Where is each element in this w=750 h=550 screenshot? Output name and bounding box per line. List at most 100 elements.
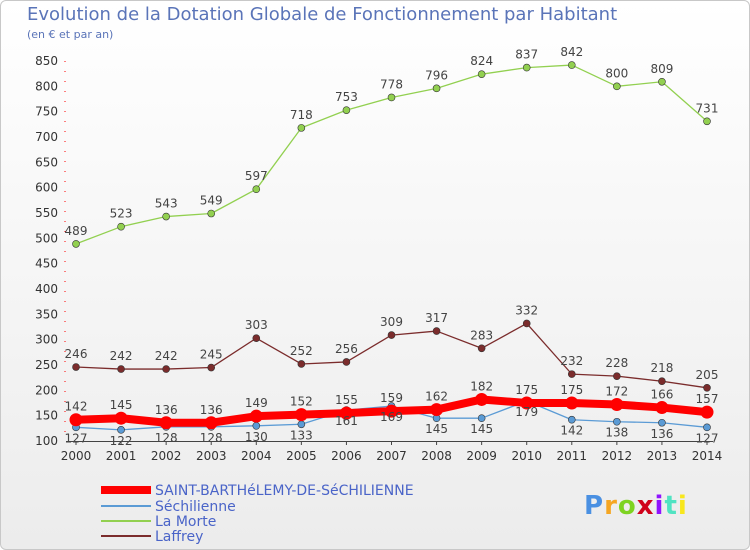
x-tick-label: 2012 [602, 449, 633, 463]
data-label: 169 [380, 410, 403, 424]
x-tick-label: 2001 [106, 449, 137, 463]
data-label: 303 [245, 318, 268, 332]
data-label: 489 [65, 224, 88, 238]
data-point [117, 426, 125, 434]
data-point [117, 365, 125, 373]
data-point [703, 383, 711, 392]
y-tick-label: 350 [35, 307, 58, 321]
data-label: 133 [290, 428, 313, 442]
data-label: 796 [425, 68, 448, 82]
y-tick-label: 200 [35, 383, 58, 397]
data-label: 718 [290, 108, 313, 122]
y-tick-label: 300 [35, 333, 58, 347]
data-label: 309 [380, 315, 403, 329]
data-point [522, 63, 531, 72]
data-point [342, 358, 351, 366]
data-point [117, 222, 125, 231]
data-point [475, 392, 489, 406]
data-point [430, 403, 444, 417]
x-tick-label: 2006 [331, 449, 362, 463]
y-tick-label: 100 [35, 434, 58, 448]
data-label: 242 [110, 349, 133, 363]
data-point [69, 413, 83, 427]
data-label: 800 [605, 66, 628, 80]
y-tick-label: 800 [35, 79, 58, 93]
y-tick-label: 550 [35, 206, 58, 220]
data-label: 218 [650, 361, 673, 375]
data-point [432, 327, 441, 335]
data-label: 242 [155, 349, 178, 363]
data-point [387, 331, 396, 339]
data-point [567, 415, 576, 424]
data-label: 155 [335, 393, 358, 407]
data-point [114, 411, 128, 425]
x-tick-label: 2014 [692, 449, 723, 463]
data-label: 778 [380, 77, 403, 91]
data-point [387, 93, 396, 102]
data-point [565, 396, 579, 410]
y-tick-label: 250 [35, 358, 58, 372]
y-tick-label: 850 [35, 54, 58, 68]
data-point [658, 377, 666, 386]
data-point [432, 84, 441, 93]
x-tick-label: 2009 [466, 449, 497, 463]
data-point [204, 416, 218, 430]
chart-subtitle: (en € et par an) [27, 28, 114, 41]
y-tick-label: 450 [35, 257, 58, 271]
data-label: 175 [515, 383, 538, 397]
data-label: 837 [515, 48, 538, 62]
y-tick-label: 400 [35, 282, 58, 296]
data-label: 127 [696, 431, 719, 445]
y-tick-label: 700 [35, 130, 58, 144]
data-point [252, 185, 261, 193]
data-point [297, 124, 306, 132]
data-point [297, 420, 306, 429]
data-label: 127 [65, 431, 88, 445]
data-label: 145 [425, 422, 448, 436]
data-label: 136 [650, 427, 673, 441]
data-label: 162 [425, 390, 448, 404]
x-tick-label: 2000 [61, 449, 92, 463]
data-point [339, 406, 353, 420]
data-label: 136 [200, 403, 223, 417]
data-point [162, 212, 170, 221]
data-point [613, 82, 621, 91]
data-label: 317 [425, 311, 448, 325]
data-point [655, 401, 669, 415]
x-tick-label: 2005 [286, 449, 317, 463]
data-point [207, 209, 216, 218]
x-tick-label: 2003 [196, 449, 227, 463]
data-label: 157 [696, 392, 719, 406]
data-label: 731 [696, 101, 719, 115]
data-point [207, 363, 216, 372]
data-label: 232 [560, 354, 583, 368]
data-label: 166 [650, 388, 673, 402]
data-point [162, 365, 170, 373]
data-label: 182 [470, 379, 493, 393]
y-tick-label: 650 [35, 155, 58, 169]
data-label: 824 [470, 54, 493, 68]
data-label: 543 [155, 197, 178, 211]
data-label: 161 [335, 414, 358, 428]
x-tick-label: 2011 [557, 449, 588, 463]
data-point [252, 334, 261, 342]
data-label: 122 [110, 434, 133, 448]
data-label: 228 [605, 356, 628, 370]
data-point [159, 416, 173, 430]
y-tick-label: 750 [35, 105, 58, 119]
data-label: 523 [110, 207, 133, 221]
data-point [522, 319, 531, 328]
data-point [72, 363, 80, 371]
data-point [294, 408, 308, 422]
data-label: 549 [200, 194, 223, 208]
x-tick-label: 2002 [151, 449, 182, 463]
data-point [658, 77, 666, 86]
data-label: 130 [245, 430, 268, 444]
data-label: 245 [200, 348, 223, 362]
data-point [610, 398, 624, 412]
data-point [703, 117, 711, 126]
data-label: 246 [65, 347, 88, 361]
data-label: 128 [200, 431, 223, 445]
data-label: 252 [290, 344, 313, 358]
